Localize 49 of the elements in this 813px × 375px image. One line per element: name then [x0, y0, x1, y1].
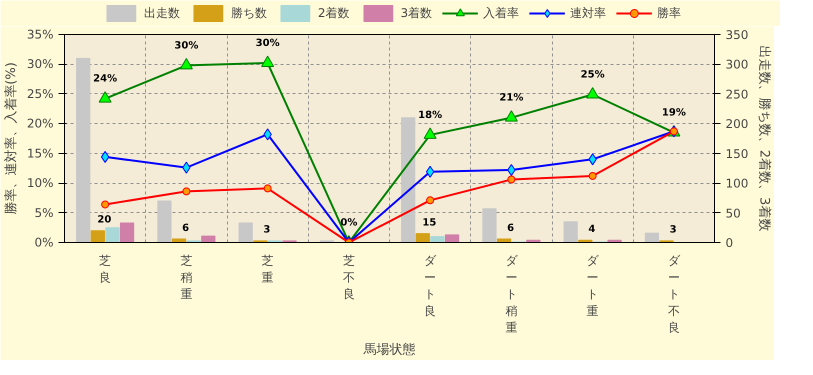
y-axis-title: 勝率、連対率、入着率(%) — [2, 62, 19, 215]
y2-tick-label: 50 — [726, 206, 741, 220]
legend-label: 2着数 — [318, 4, 350, 22]
data-label: 21% — [499, 92, 524, 104]
y2-tick-label: 350 — [726, 28, 748, 42]
x-tick-label: 芝稍重 — [180, 254, 192, 302]
y-tick-label: 10% — [26, 176, 54, 190]
x-tick-label: 芝良 — [99, 254, 112, 284]
data-label: 15 — [422, 218, 436, 229]
x-tick-label: ダート稍重 — [505, 254, 518, 335]
y-tick-label: 20% — [26, 116, 54, 131]
data-label: 24% — [93, 74, 118, 85]
data-label: 0% — [340, 218, 358, 228]
legend-label: 入着率 — [483, 4, 520, 22]
y2-tick-label: 200 — [726, 117, 748, 132]
data-label: 30% — [256, 38, 280, 50]
data-label: 18% — [418, 110, 442, 121]
data-label: 6 — [507, 222, 514, 234]
x-tick-label: 芝重 — [262, 254, 274, 284]
x-tick-label: ダート良 — [424, 254, 438, 318]
y-tick-label: 35% — [26, 28, 54, 42]
y-tick-label: 0% — [34, 236, 54, 250]
y2-tick-label: 0 — [726, 236, 734, 250]
data-label: 4 — [588, 224, 596, 236]
data-label: 25% — [580, 70, 605, 81]
legend-label: 勝率 — [657, 4, 682, 22]
data-label: 3 — [670, 224, 677, 236]
y-tick-label: 5% — [34, 206, 54, 220]
legend-label: 勝ち数 — [230, 4, 267, 22]
y2-tick-label: 300 — [726, 58, 748, 72]
x-tick-label: 芝不良 — [342, 254, 355, 302]
data-label: 19% — [662, 108, 686, 119]
y2-tick-label: 250 — [726, 87, 748, 102]
y-tick-label: 25% — [26, 86, 54, 101]
x-tick-label: ダート重 — [586, 254, 600, 318]
y2-axis-title: 出走数、勝ち数、2着数、3着数 — [756, 46, 772, 232]
y2-tick-label: 100 — [726, 176, 748, 191]
data-label: 30% — [174, 40, 198, 52]
legend-label: 3着数 — [400, 4, 432, 22]
y-tick-label: 15% — [26, 146, 54, 160]
data-label: 20 — [97, 214, 112, 226]
legend-label: 連対率 — [570, 4, 606, 22]
x-axis-title: 馬場状態 — [362, 342, 416, 358]
x-tick-label: ダート不良 — [668, 254, 681, 335]
y-tick-label: 30% — [26, 57, 54, 72]
data-label: 3 — [263, 224, 270, 236]
legend-label: 出走数 — [144, 4, 180, 22]
data-label: 6 — [182, 222, 190, 234]
y2-tick-label: 150 — [726, 146, 748, 161]
